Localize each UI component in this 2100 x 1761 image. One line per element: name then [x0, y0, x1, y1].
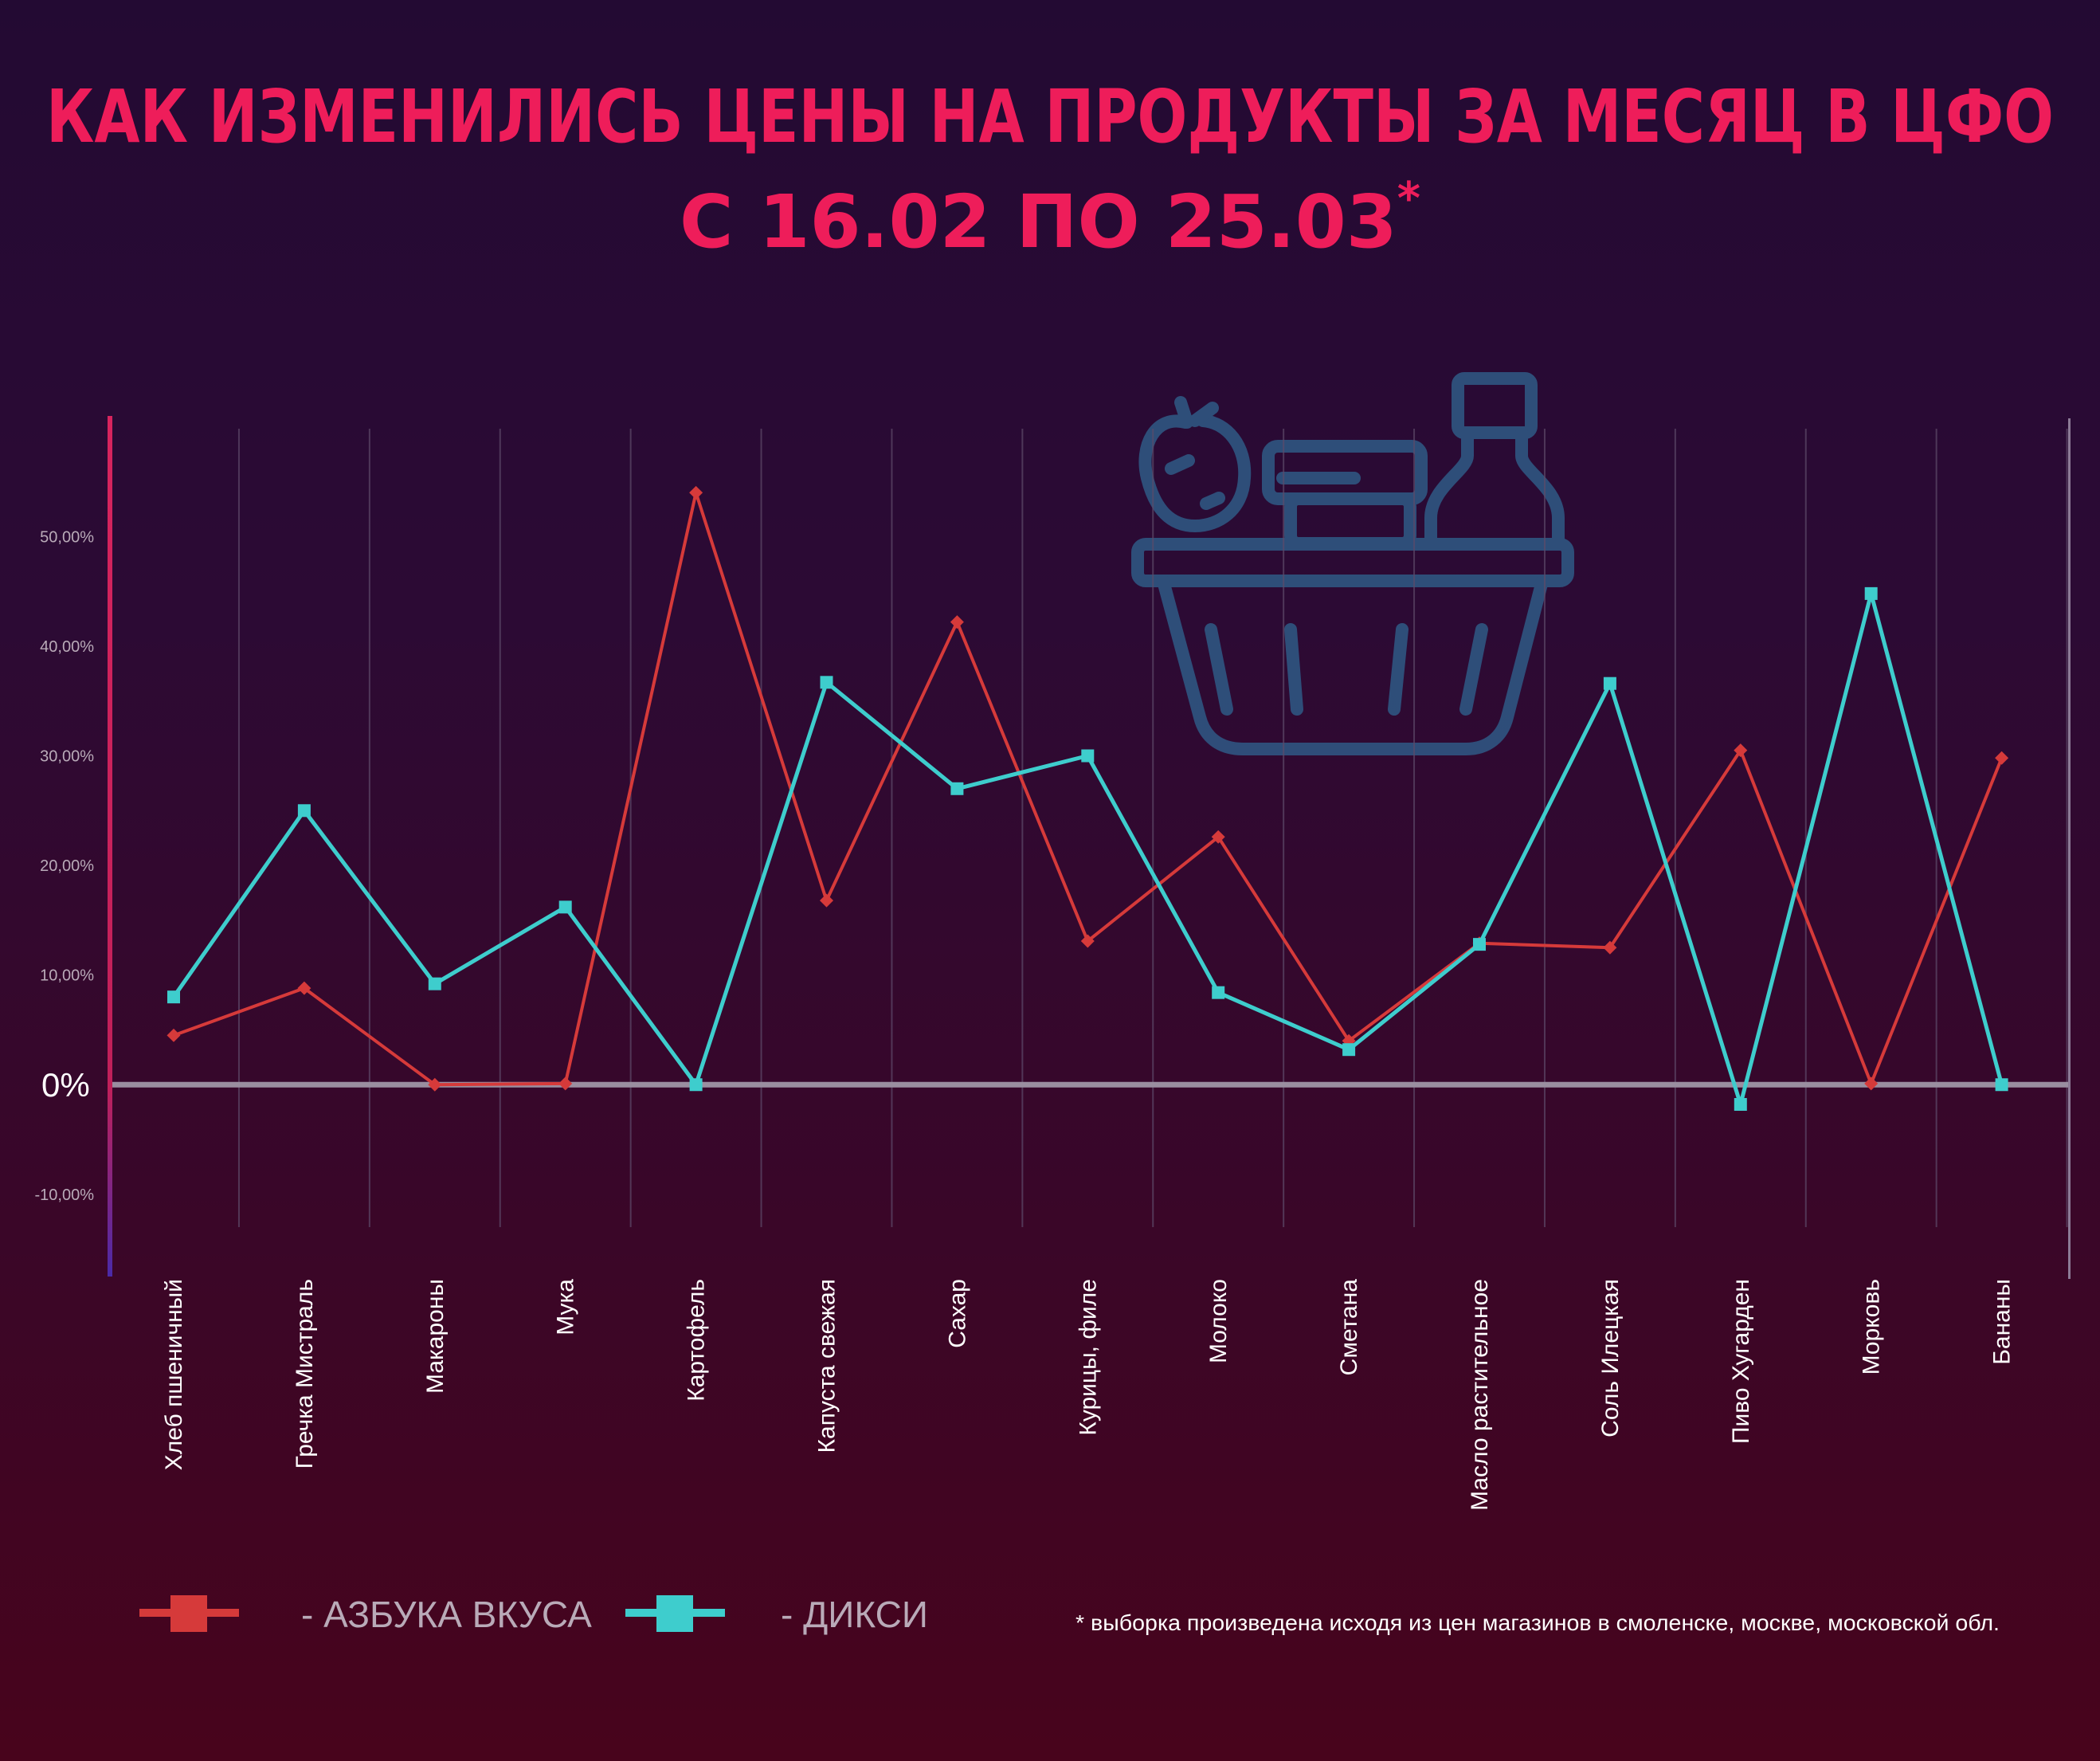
data-point — [428, 1077, 442, 1092]
series-line — [173, 491, 2004, 1087]
data-point — [297, 804, 311, 818]
x-tick-label: Макароны — [422, 1279, 449, 1394]
data-point — [1342, 1043, 1356, 1057]
chart-subtitle: С 16.02 ПО 25.03* — [680, 173, 1420, 265]
axes: 0% — [41, 416, 2071, 1279]
data-point — [1212, 986, 1225, 999]
legend-item-azbuka: - АЗБУКА ВКУСА — [139, 1594, 592, 1635]
y-tick-label: 30,00% — [40, 747, 94, 765]
y-tick-label: 20,00% — [40, 857, 94, 875]
legend-marker-diksi — [656, 1595, 693, 1632]
data-point — [1211, 830, 1225, 844]
grocery-basket-icon — [1131, 372, 1574, 755]
data-point — [820, 893, 833, 908]
chart-title: КАК ИЗМЕНИЛИСЬ ЦЕНЫ НА ПРОДУКТЫ ЗА МЕСЯЦ… — [46, 74, 2054, 159]
data-point — [1734, 1098, 1747, 1111]
data-point — [820, 676, 833, 689]
legend: - АЗБУКА ВКУСА - ДИКСИ — [139, 1594, 928, 1635]
legend-item-diksi: - ДИКСИ — [625, 1594, 928, 1635]
data-point — [689, 485, 703, 500]
x-tick-label: Хлеб пшеничный — [161, 1279, 187, 1470]
data-point — [428, 977, 441, 990]
x-tick-label: Картофель — [684, 1279, 710, 1402]
series — [167, 485, 2009, 1111]
data-point — [1081, 749, 1095, 763]
vertical-gridlines — [237, 429, 2068, 1227]
data-point — [558, 900, 572, 914]
data-point — [1473, 938, 1486, 951]
x-tick-label: Сметана — [1336, 1279, 1362, 1376]
y-tick-label: 40,00% — [40, 638, 94, 656]
data-point — [1864, 586, 1878, 600]
data-point — [1080, 934, 1095, 948]
y-axis-ticks: -10,00% 10,00% 20,00% 30,00% 40,00% 50,00% — [35, 528, 95, 1203]
data-point — [1995, 1078, 2008, 1092]
data-point — [1995, 751, 2009, 765]
y-tick-label: 50,00% — [40, 528, 94, 546]
x-axis-labels: Хлеб пшеничный Гречка Мистраль Макароны Мук… — [161, 1279, 2016, 1511]
legend-label-diksi: - ДИКСИ — [781, 1594, 928, 1635]
x-tick-label: Мука — [553, 1279, 579, 1335]
x-tick-label: Сахар — [944, 1279, 970, 1348]
x-tick-label: Капуста свежая — [814, 1279, 840, 1453]
legend-marker-azbuka — [170, 1595, 207, 1632]
data-point — [950, 615, 964, 629]
series-diksi — [167, 586, 2008, 1111]
data-point — [950, 782, 964, 795]
x-tick-label: Курицы, филе — [1075, 1279, 1101, 1436]
y-axis-line — [108, 416, 112, 1277]
footnote: * выборка произведена исходя из цен мага… — [1075, 1610, 2000, 1635]
x-tick-label: Молоко — [1205, 1279, 1232, 1363]
series-line — [171, 591, 2004, 1107]
data-point — [1734, 743, 1748, 758]
y-tick-label: -10,00% — [35, 1186, 95, 1204]
zero-label: 0% — [41, 1066, 90, 1104]
data-point — [1603, 677, 1616, 690]
data-point — [167, 1028, 181, 1042]
data-point — [167, 990, 180, 1004]
data-point — [1864, 1077, 1879, 1091]
series-azbuka — [167, 485, 2009, 1092]
legend-label-azbuka: - АЗБУКА ВКУСА — [301, 1594, 592, 1635]
right-border-line — [2068, 418, 2071, 1279]
x-tick-label: Бананы — [1989, 1279, 2016, 1365]
x-tick-label: Соль Илецкая — [1597, 1279, 1624, 1437]
x-tick-label: Пиво Хугарден — [1728, 1279, 1754, 1444]
y-tick-label: 10,00% — [40, 967, 94, 985]
data-point — [558, 1077, 573, 1091]
data-point — [1603, 940, 1617, 955]
subtitle-footnote-mark: * — [1397, 173, 1420, 225]
x-tick-label: Гречка Мистраль — [292, 1279, 318, 1469]
x-tick-label: Морковь — [1859, 1279, 1885, 1375]
x-tick-label: Масло растительное — [1467, 1279, 1493, 1511]
data-point — [689, 1078, 703, 1092]
